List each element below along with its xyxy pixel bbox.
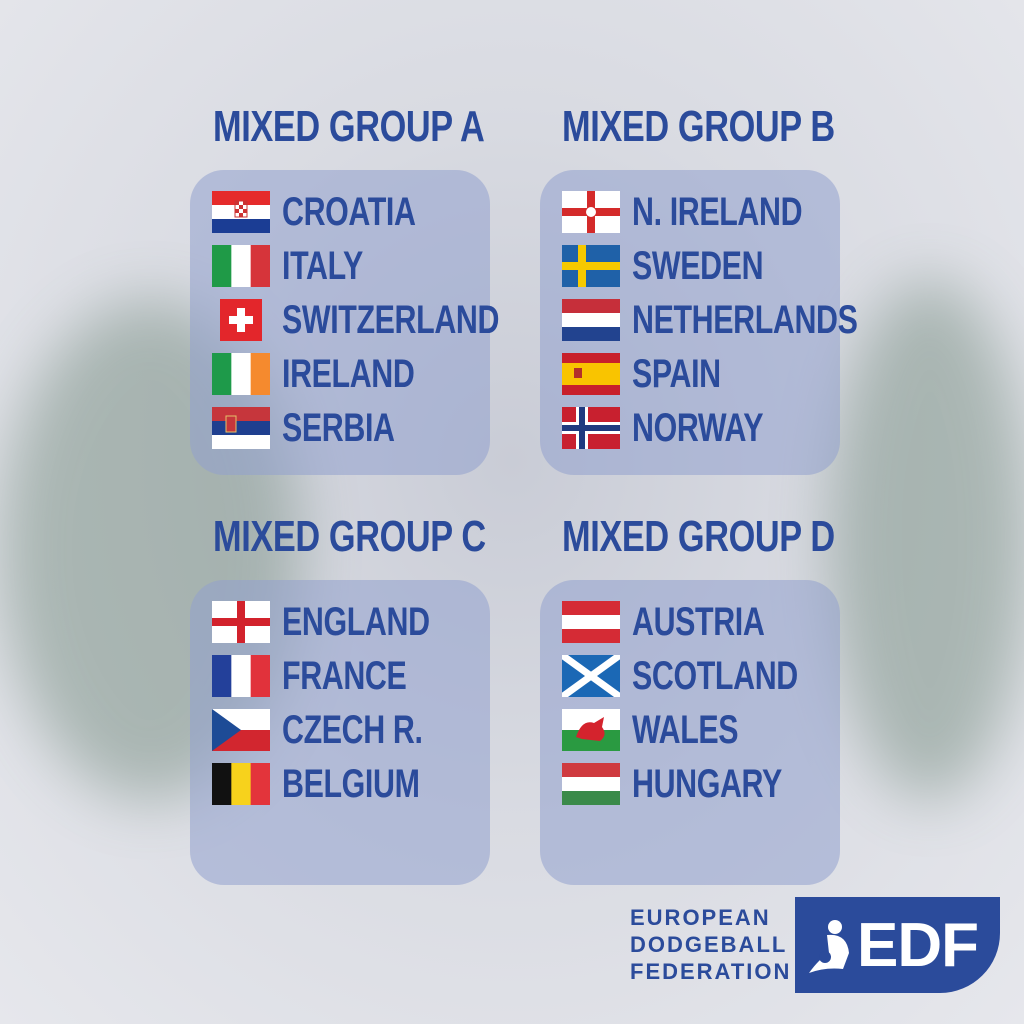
logo-line: DODGEBALL [630, 932, 788, 957]
flag-ireland-icon [212, 353, 270, 395]
flag-northern-ireland-icon [562, 191, 620, 233]
team-row: WALES [562, 707, 772, 753]
flag-czech-icon [212, 709, 270, 751]
team-name: NORWAY [632, 405, 764, 450]
team-row: NETHERLANDS [562, 297, 929, 343]
flag-spain-icon [562, 353, 620, 395]
flag-serbia-icon [212, 407, 270, 449]
group-card: CROATIA ITALY SWITZERLAND IRELAND SERBIA [190, 170, 499, 475]
dodgeball-player-icon [809, 920, 849, 973]
flag-scotland-icon [562, 655, 620, 697]
flag-france-icon [212, 655, 270, 697]
flag-belgium-icon [212, 763, 270, 805]
team-row: NORWAY [562, 405, 805, 451]
flag-england-icon [212, 601, 270, 643]
team-row: CROATIA [212, 189, 458, 235]
flag-austria-icon [562, 601, 620, 643]
team-row: SPAIN [562, 351, 749, 397]
group-card: AUSTRIA SCOTLAND WALES HUNGARY [540, 580, 840, 885]
group-title: MIXED GROUP C [213, 512, 486, 561]
team-name: IRELAND [282, 351, 415, 396]
team-name: SWEDEN [632, 243, 764, 288]
edf-logo: EDF [795, 897, 1000, 993]
flag-switzerland-icon [212, 299, 270, 341]
flag-italy-icon [212, 245, 270, 287]
team-name: AUSTRIA [632, 599, 765, 644]
group-title: MIXED GROUP A [213, 102, 485, 151]
team-row: ITALY [212, 243, 388, 289]
flag-croatia-icon [212, 191, 270, 233]
team-name: SERBIA [282, 405, 395, 450]
team-row: N. IRELAND [562, 189, 856, 235]
team-row: SWEDEN [562, 243, 805, 289]
group-card: N. IRELAND SWEDEN NETHERLANDS SPAIN NORWAY [540, 170, 858, 475]
logo-line: FEDERATION [630, 959, 792, 984]
team-name: NETHERLANDS [632, 297, 858, 342]
team-name: FRANCE [282, 653, 407, 698]
flag-norway-icon [562, 407, 620, 449]
team-name: BELGIUM [282, 761, 420, 806]
team-row: FRANCE [212, 653, 446, 699]
team-row: BELGIUM [212, 761, 463, 807]
team-name: SPAIN [632, 351, 721, 396]
logo-line: EUROPEAN [630, 905, 771, 930]
team-name: ITALY [282, 243, 363, 288]
flag-sweden-icon [562, 245, 620, 287]
group-title: MIXED GROUP D [562, 512, 835, 561]
logo-text: EUROPEAN DODGEBALL FEDERATION [630, 904, 791, 985]
team-name: SWITZERLAND [282, 297, 500, 342]
team-name: SCOTLAND [632, 653, 798, 698]
group-title: MIXED GROUP B [562, 102, 835, 151]
team-name: CROATIA [282, 189, 416, 234]
background-photo-right [830, 280, 1024, 800]
flag-netherlands-icon [562, 299, 620, 341]
group-card: ENGLAND FRANCE CZECH R. BELGIUM [190, 580, 490, 885]
team-row: IRELAND [212, 351, 456, 397]
team-row: HUNGARY [562, 761, 829, 807]
team-name: CZECH R. [282, 707, 423, 752]
team-row: SERBIA [212, 405, 430, 451]
team-name: WALES [632, 707, 739, 752]
team-row: ENGLAND [212, 599, 476, 645]
team-row: SWITZERLAND [212, 297, 568, 343]
team-row: AUSTRIA [562, 599, 806, 645]
flag-wales-icon [562, 709, 620, 751]
team-row: SCOTLAND [562, 653, 850, 699]
team-row: CZECH R. [212, 707, 467, 753]
team-name: N. IRELAND [632, 189, 803, 234]
team-name: HUNGARY [632, 761, 782, 806]
flag-hungary-icon [562, 763, 620, 805]
edf-mark: EDF [857, 910, 979, 980]
team-name: ENGLAND [282, 599, 430, 644]
